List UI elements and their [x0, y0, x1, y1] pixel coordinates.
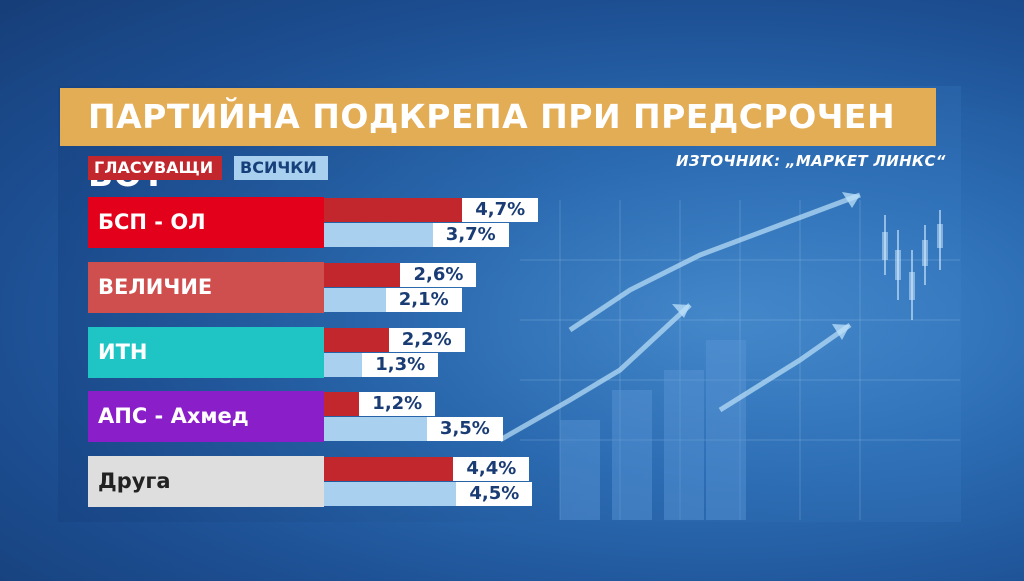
data-label: 1,2% — [359, 392, 436, 416]
bar-voters — [324, 457, 454, 481]
bar-voters — [324, 198, 463, 222]
category-label: Друга — [88, 456, 324, 507]
legend-all: ВСИЧКИ — [234, 156, 328, 180]
data-label: 3,7% — [432, 223, 509, 247]
category-label: АПС - Ахмед Доган — [88, 391, 324, 479]
data-label: 2,1% — [385, 288, 462, 312]
bar-all — [324, 353, 363, 377]
category-label: ИТН — [88, 327, 324, 378]
bar-all — [324, 223, 433, 247]
chart-title: ПАРТИЙНА ПОДКРЕПА ПРИ ПРЕДСРОЧЕН ВОТ — [60, 88, 936, 194]
data-label: 4,4% — [453, 457, 530, 481]
bar-all — [324, 288, 386, 312]
data-label: 4,5% — [456, 482, 533, 506]
legend-voters: ГЛАСУВАЩИ — [88, 156, 222, 180]
bar-voters — [324, 328, 389, 352]
bar-voters — [324, 263, 401, 287]
data-label: 2,6% — [400, 263, 477, 287]
bar-voters — [324, 392, 360, 416]
data-label: 4,7% — [462, 198, 539, 222]
data-label: 1,3% — [362, 353, 439, 377]
category-label: БСП - ОЛ — [88, 197, 324, 248]
bar-all — [324, 482, 457, 506]
data-label: 2,2% — [388, 328, 465, 352]
category-label: ВЕЛИЧИЕ — [88, 262, 324, 313]
bar-all — [324, 417, 427, 441]
data-label: 3,5% — [426, 417, 503, 441]
source-label: ИЗТОЧНИК: „МАРКЕТ ЛИНКС“ — [676, 152, 946, 170]
